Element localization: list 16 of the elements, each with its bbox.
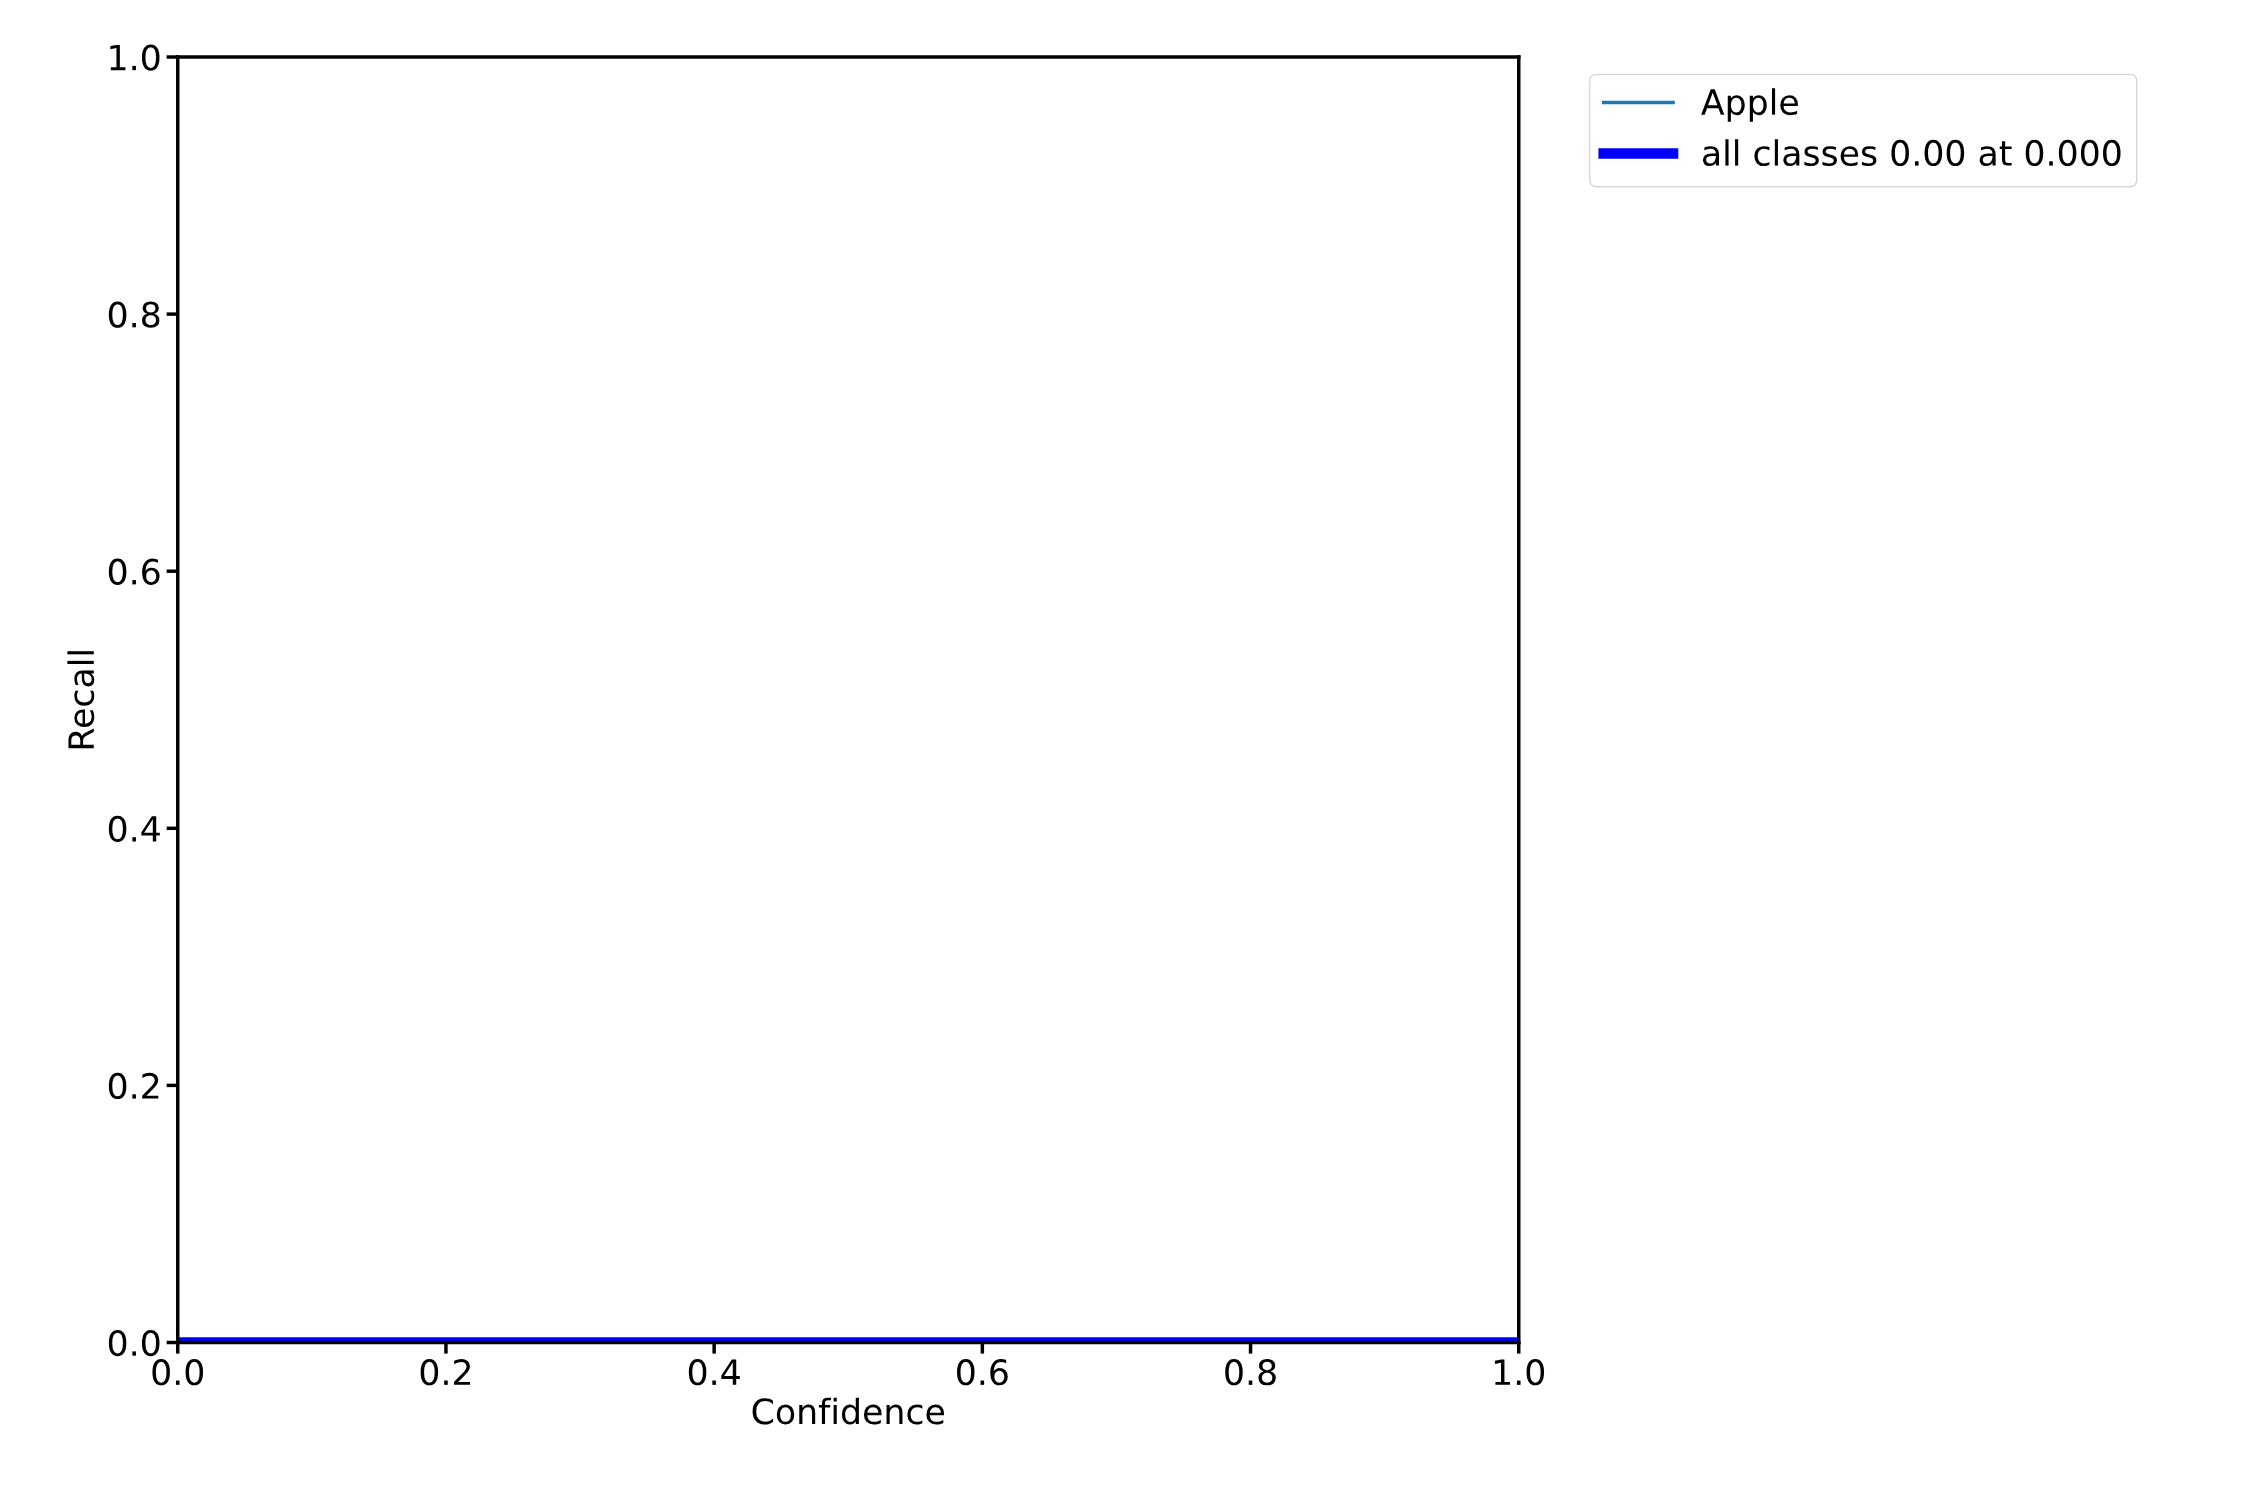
legend-label: Apple [1701, 88, 1798, 122]
x-tick-label: 0.4 [688, 1359, 740, 1386]
y-tick-label: 1.0 [110, 44, 160, 71]
y-tick-label: 0.0 [108, 1329, 160, 1357]
x-tick-label: 0.2 [420, 1359, 471, 1386]
y-tick-label: 0.4 [108, 815, 160, 842]
x-tick-label: 0.8 [1225, 1359, 1276, 1386]
x-tick-label: 0.6 [957, 1359, 1008, 1386]
y-tick-label: 0.8 [108, 301, 160, 328]
x-axis-title: Confidence [752, 1397, 945, 1425]
y-tick-label: 0.2 [108, 1072, 159, 1100]
y-axis-title: Recall [67, 651, 95, 749]
legend-label: all classes 0.00 at 0.000 [1702, 139, 2121, 167]
x-tick-label: 1.0 [1494, 1359, 1545, 1386]
y-tick-label: 0.6 [108, 558, 160, 585]
x-tick-label: 0.0 [152, 1359, 204, 1386]
